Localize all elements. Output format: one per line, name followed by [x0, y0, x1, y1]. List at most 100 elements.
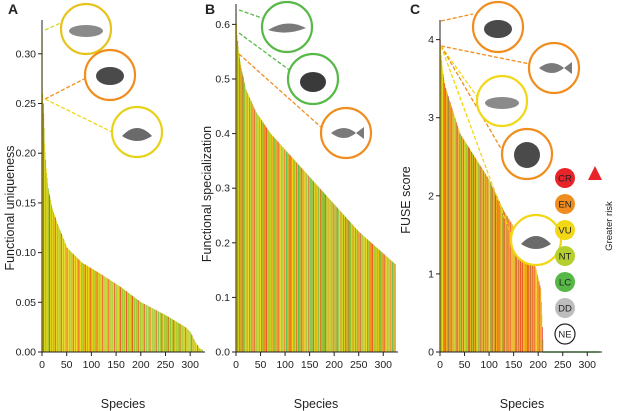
bar [202, 349, 203, 352]
bar [448, 98, 450, 352]
bar [263, 124, 265, 353]
bar [261, 120, 263, 352]
bar [487, 177, 489, 352]
bar [313, 181, 314, 352]
bar [188, 330, 189, 352]
bar [522, 241, 524, 352]
bar [313, 181, 315, 352]
bar [266, 127, 268, 352]
bar [369, 241, 371, 352]
bar [103, 276, 105, 352]
bar [100, 274, 102, 352]
bar [239, 61, 241, 352]
bar [473, 155, 475, 352]
bar [301, 167, 302, 352]
bar [490, 182, 491, 352]
bar [82, 262, 83, 352]
bar [332, 202, 333, 352]
bar [510, 221, 511, 352]
bar [452, 109, 453, 353]
leader-line [440, 45, 504, 153]
bar [498, 199, 500, 352]
bar [483, 170, 484, 352]
dolphin-body-icon [268, 23, 306, 33]
bar [186, 328, 188, 352]
bar [128, 292, 130, 352]
bar [144, 304, 146, 352]
bar [169, 317, 171, 352]
bar [255, 110, 256, 353]
bar [499, 203, 501, 352]
bar [345, 217, 347, 352]
bar [316, 184, 317, 352]
bar [328, 198, 329, 352]
bar [538, 281, 540, 352]
bar [164, 314, 165, 352]
bar [187, 329, 188, 352]
bar [170, 318, 172, 352]
bar [494, 190, 495, 352]
bar [297, 164, 299, 352]
bar [471, 152, 473, 352]
bar [180, 324, 181, 352]
bar [534, 264, 536, 352]
bar [327, 196, 328, 352]
bar [245, 89, 247, 353]
bar [449, 102, 451, 352]
panel-b-label: B [205, 1, 215, 17]
giant-clam-shell-icon [521, 236, 551, 249]
bar [88, 267, 90, 352]
bar [458, 128, 459, 352]
x-tick-label: 150 [107, 359, 125, 371]
bar [164, 314, 166, 352]
bar [345, 217, 347, 352]
bar [535, 268, 537, 352]
bar [243, 81, 245, 353]
bar [54, 216, 56, 352]
bar [121, 287, 122, 352]
bar [309, 177, 311, 352]
bar [516, 230, 517, 352]
bar [175, 321, 177, 352]
bar [504, 212, 506, 352]
bar [165, 315, 167, 352]
bar [290, 155, 292, 352]
legend-item-ne: NE [554, 323, 576, 345]
bar [528, 250, 529, 352]
bar [374, 246, 376, 352]
leader-line [44, 98, 113, 133]
bar [445, 88, 447, 352]
fish-body-icon [539, 62, 572, 74]
bar [334, 205, 336, 352]
bar [260, 118, 261, 352]
bar [464, 140, 465, 352]
bar [258, 115, 259, 352]
bar [475, 158, 476, 352]
bar [287, 152, 289, 352]
bar [386, 256, 388, 352]
x-tick-label: 50 [459, 359, 471, 371]
bar [57, 225, 59, 352]
bar [344, 216, 346, 352]
bar [535, 266, 536, 352]
bar [106, 278, 108, 352]
bar [127, 292, 129, 352]
bar [79, 260, 81, 352]
bar [329, 199, 330, 352]
bar [318, 187, 320, 352]
bar [518, 234, 520, 352]
bar [333, 203, 334, 352]
bar [274, 137, 275, 352]
bar [288, 153, 289, 352]
bar [391, 261, 393, 352]
bar [357, 230, 358, 352]
bar [523, 242, 525, 352]
bar [111, 280, 112, 352]
bar [475, 159, 477, 352]
bar [113, 282, 114, 352]
bar [177, 322, 178, 352]
bar [127, 292, 129, 352]
bar [493, 189, 495, 352]
bar [327, 197, 329, 352]
y-tick-label: 0.1 [215, 292, 230, 304]
